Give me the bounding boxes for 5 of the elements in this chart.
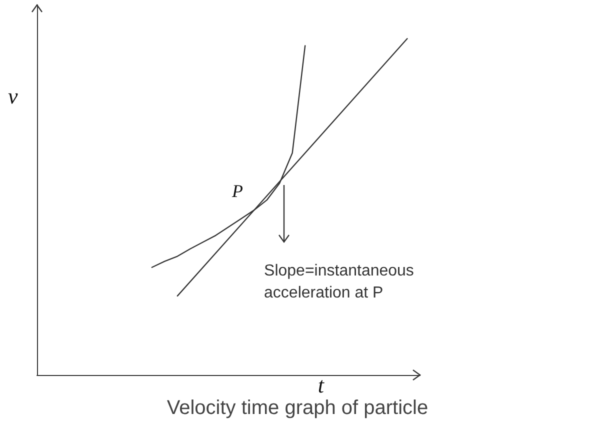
annotation: Slope=instantaneous acceleration at P	[264, 262, 414, 302]
text: Velocity time graph of particle	[166, 397, 428, 419]
y-axis-title: v	[8, 84, 18, 108]
annotation: P	[231, 181, 244, 202]
x-axis-title: t	[318, 372, 325, 398]
